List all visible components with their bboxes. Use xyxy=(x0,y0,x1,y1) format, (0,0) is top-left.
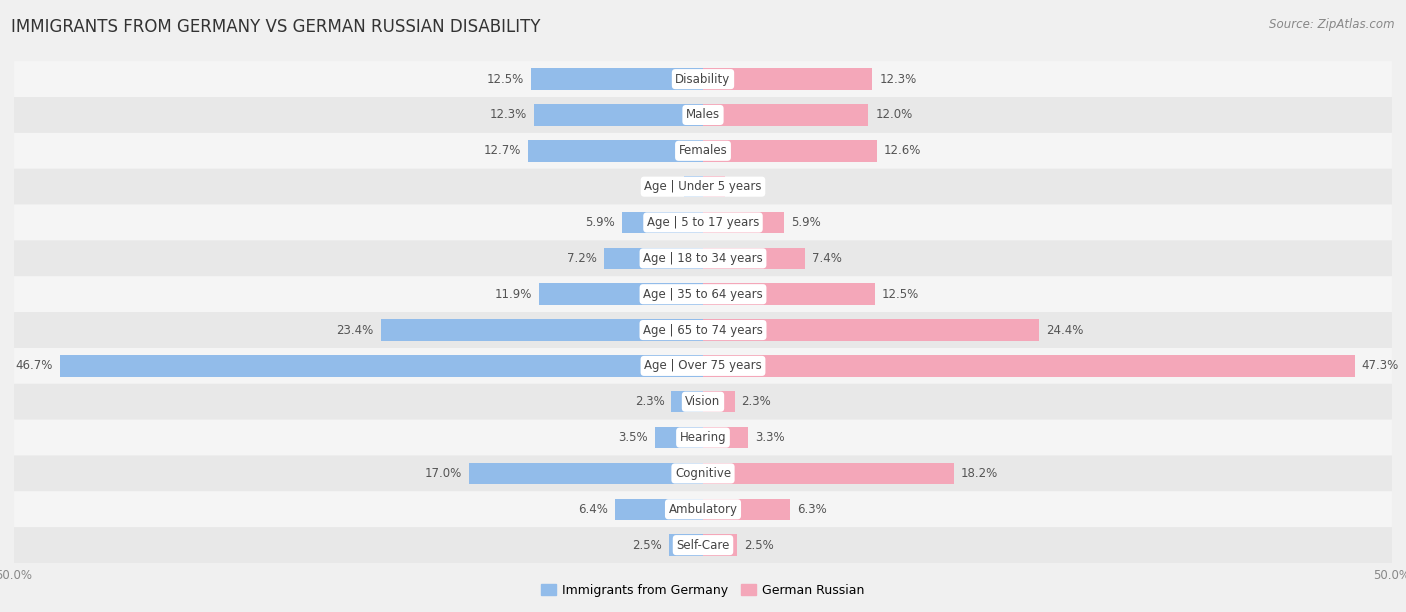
Bar xyxy=(703,212,785,233)
Bar xyxy=(703,499,790,520)
Bar xyxy=(703,319,1039,341)
Text: Age | Over 75 years: Age | Over 75 years xyxy=(644,359,762,372)
Text: 1.6%: 1.6% xyxy=(733,180,762,193)
Text: Age | 5 to 17 years: Age | 5 to 17 years xyxy=(647,216,759,229)
Text: 12.3%: 12.3% xyxy=(489,108,527,121)
Text: Disability: Disability xyxy=(675,73,731,86)
Bar xyxy=(703,534,738,556)
Bar xyxy=(703,463,953,484)
Bar xyxy=(621,212,703,233)
Text: 2.3%: 2.3% xyxy=(634,395,665,408)
FancyBboxPatch shape xyxy=(14,97,1392,133)
Text: 47.3%: 47.3% xyxy=(1361,359,1399,372)
Bar xyxy=(703,391,735,412)
Bar xyxy=(529,140,703,162)
Text: 12.0%: 12.0% xyxy=(875,108,912,121)
FancyBboxPatch shape xyxy=(14,348,1392,384)
FancyBboxPatch shape xyxy=(14,241,1392,276)
Text: 7.4%: 7.4% xyxy=(811,252,842,265)
Bar xyxy=(468,463,703,484)
Bar xyxy=(614,499,703,520)
Text: 12.5%: 12.5% xyxy=(882,288,920,300)
Bar xyxy=(533,104,703,125)
Text: Age | 65 to 74 years: Age | 65 to 74 years xyxy=(643,324,763,337)
Text: Hearing: Hearing xyxy=(679,431,727,444)
Bar xyxy=(59,355,703,376)
Text: Age | Under 5 years: Age | Under 5 years xyxy=(644,180,762,193)
Text: 24.4%: 24.4% xyxy=(1046,324,1084,337)
Text: Age | 35 to 64 years: Age | 35 to 64 years xyxy=(643,288,763,300)
Bar xyxy=(703,104,869,125)
Bar xyxy=(703,248,806,269)
Text: Age | 18 to 34 years: Age | 18 to 34 years xyxy=(643,252,763,265)
Bar xyxy=(703,427,748,449)
Bar xyxy=(671,391,703,412)
FancyBboxPatch shape xyxy=(14,384,1392,420)
Text: Self-Care: Self-Care xyxy=(676,539,730,551)
FancyBboxPatch shape xyxy=(14,204,1392,241)
Text: 3.3%: 3.3% xyxy=(755,431,785,444)
Text: 5.9%: 5.9% xyxy=(792,216,821,229)
Text: 5.9%: 5.9% xyxy=(585,216,614,229)
Bar xyxy=(538,283,703,305)
Text: Ambulatory: Ambulatory xyxy=(668,503,738,516)
Text: 2.3%: 2.3% xyxy=(741,395,772,408)
Text: 1.4%: 1.4% xyxy=(647,180,676,193)
Text: Vision: Vision xyxy=(685,395,721,408)
Text: 12.3%: 12.3% xyxy=(879,73,917,86)
FancyBboxPatch shape xyxy=(14,491,1392,527)
Text: 12.6%: 12.6% xyxy=(883,144,921,157)
Legend: Immigrants from Germany, German Russian: Immigrants from Germany, German Russian xyxy=(536,579,870,602)
Text: 6.4%: 6.4% xyxy=(578,503,607,516)
Bar xyxy=(703,355,1355,376)
Text: 12.7%: 12.7% xyxy=(484,144,522,157)
FancyBboxPatch shape xyxy=(14,455,1392,491)
Bar xyxy=(683,176,703,198)
Bar xyxy=(531,69,703,90)
FancyBboxPatch shape xyxy=(14,61,1392,97)
Text: 18.2%: 18.2% xyxy=(960,467,998,480)
Text: Males: Males xyxy=(686,108,720,121)
Text: Females: Females xyxy=(679,144,727,157)
Bar xyxy=(603,248,703,269)
Text: Source: ZipAtlas.com: Source: ZipAtlas.com xyxy=(1270,18,1395,31)
FancyBboxPatch shape xyxy=(14,169,1392,204)
Text: 6.3%: 6.3% xyxy=(797,503,827,516)
Text: 2.5%: 2.5% xyxy=(744,539,775,551)
Bar xyxy=(703,283,875,305)
Text: 11.9%: 11.9% xyxy=(495,288,531,300)
FancyBboxPatch shape xyxy=(14,133,1392,169)
FancyBboxPatch shape xyxy=(14,276,1392,312)
Bar xyxy=(655,427,703,449)
FancyBboxPatch shape xyxy=(14,312,1392,348)
Text: 2.5%: 2.5% xyxy=(631,539,662,551)
Bar xyxy=(703,69,873,90)
Text: 3.5%: 3.5% xyxy=(619,431,648,444)
Text: 17.0%: 17.0% xyxy=(425,467,461,480)
Text: 46.7%: 46.7% xyxy=(15,359,52,372)
Text: IMMIGRANTS FROM GERMANY VS GERMAN RUSSIAN DISABILITY: IMMIGRANTS FROM GERMANY VS GERMAN RUSSIA… xyxy=(11,18,541,36)
Bar xyxy=(669,534,703,556)
FancyBboxPatch shape xyxy=(14,420,1392,455)
Text: Cognitive: Cognitive xyxy=(675,467,731,480)
Bar xyxy=(381,319,703,341)
Text: 12.5%: 12.5% xyxy=(486,73,524,86)
Text: 7.2%: 7.2% xyxy=(567,252,598,265)
Bar xyxy=(703,176,725,198)
Text: 23.4%: 23.4% xyxy=(336,324,374,337)
Bar xyxy=(703,140,876,162)
FancyBboxPatch shape xyxy=(14,527,1392,563)
